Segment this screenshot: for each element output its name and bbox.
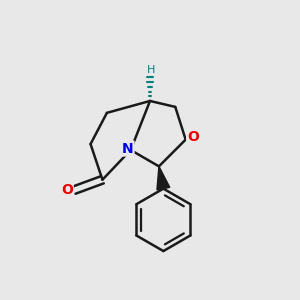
Text: O: O xyxy=(187,130,199,144)
Polygon shape xyxy=(157,166,170,190)
Text: H: H xyxy=(147,65,156,75)
Text: O: O xyxy=(61,183,73,197)
Text: N: N xyxy=(122,142,134,155)
